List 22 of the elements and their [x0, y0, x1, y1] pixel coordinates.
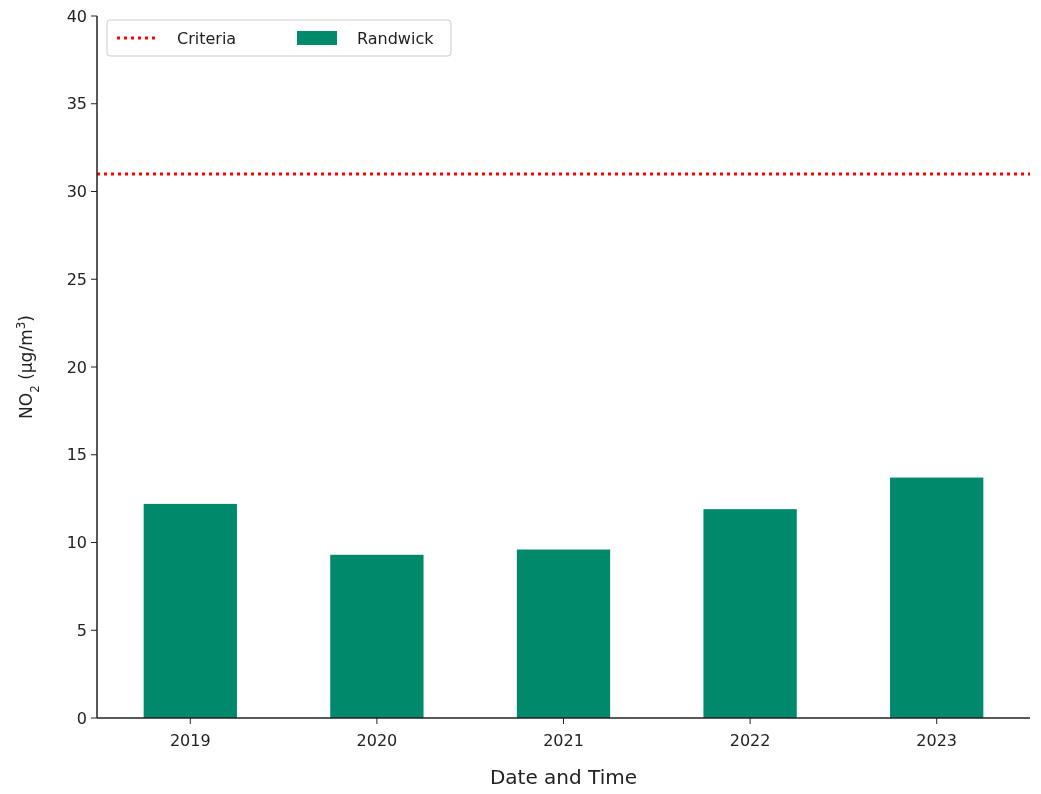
x-tick-label: 2019	[169, 731, 211, 750]
bar	[890, 477, 984, 718]
y-tick-label: 20	[66, 357, 87, 377]
bar	[703, 509, 797, 718]
x-tick-label: 2022	[729, 731, 771, 750]
y-tick-label: 30	[66, 182, 87, 202]
y-tick-label: 0	[76, 708, 87, 728]
bar	[516, 549, 611, 718]
y-tick-label: 40	[66, 6, 87, 26]
x-tick-label: 2020	[356, 731, 398, 750]
y-tick-label: 15	[66, 445, 87, 465]
bar	[143, 503, 237, 718]
y-tick-label: 10	[66, 533, 87, 553]
x-axis-title: Date and Time	[489, 765, 638, 789]
legend-label: Criteria	[177, 28, 237, 48]
y-tick-label: 35	[66, 94, 87, 114]
y-tick-label: 25	[66, 269, 87, 289]
bar	[330, 554, 424, 718]
y-tick-label: 5	[76, 620, 87, 640]
legend-label: Randwick	[357, 28, 435, 48]
x-tick-label: 2023	[916, 731, 958, 750]
x-tick-label: 2021	[543, 731, 584, 750]
